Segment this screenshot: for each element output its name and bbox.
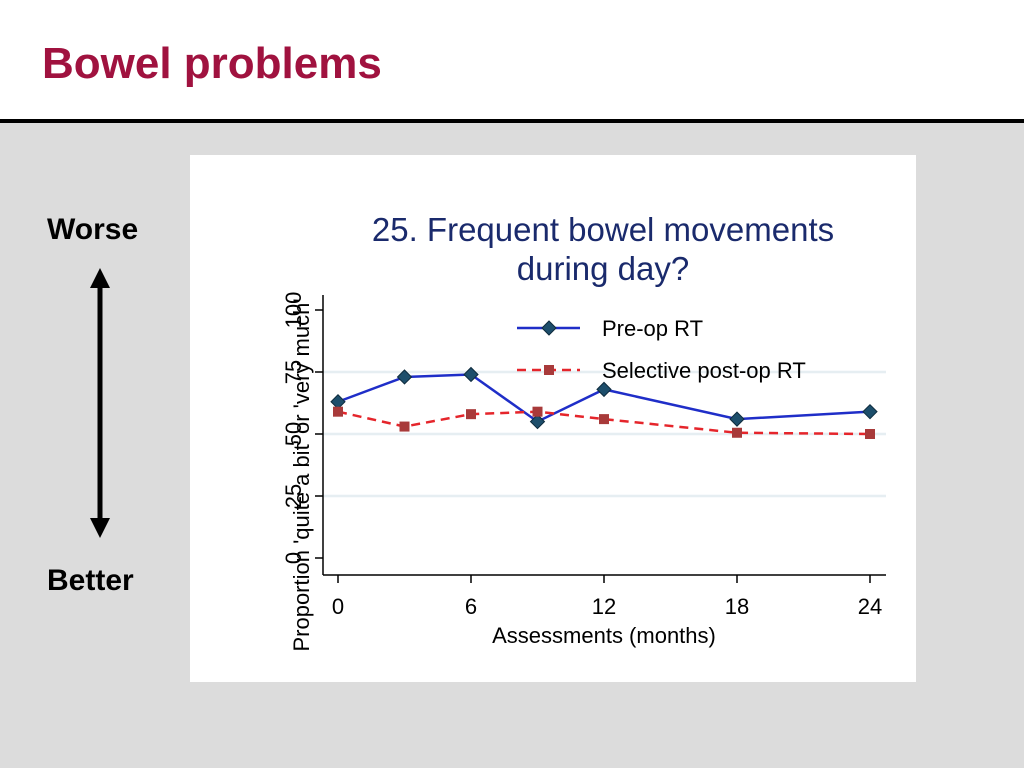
y-tick-label: 75 xyxy=(281,360,306,384)
chart-title-line1: 25. Frequent bowel movements xyxy=(372,211,834,248)
diamond-marker xyxy=(330,394,346,410)
title-divider xyxy=(0,119,1024,123)
x-tick-label: 24 xyxy=(858,594,882,619)
y-axis-label: Proportion 'quite a bit' or 'very much' xyxy=(289,298,314,651)
x-tick-label: 0 xyxy=(332,594,344,619)
y-tick-label: 25 xyxy=(281,484,306,508)
slide-title: Bowel problems xyxy=(42,39,382,88)
x-tick-label: 12 xyxy=(592,594,616,619)
x-tick-label: 6 xyxy=(465,594,477,619)
series-2 xyxy=(333,406,875,439)
legend-label: Selective post-op RT xyxy=(602,358,806,383)
square-marker xyxy=(544,365,554,375)
better-label: Better xyxy=(47,564,134,597)
legend-label: Pre-op RT xyxy=(602,316,703,341)
worse-label: Worse xyxy=(47,213,139,246)
y-tick-label: 100 xyxy=(281,292,306,329)
chart-panel: 25. Frequent bowel movements during day?… xyxy=(190,155,916,682)
legend-item-2: Selective post-op RT xyxy=(517,358,806,383)
x-axis-label: Assessments (months) xyxy=(492,623,716,648)
legend-item-1: Pre-op RT xyxy=(517,316,703,341)
series-1 xyxy=(330,366,878,430)
axes: 0 25 50 75 100 0 6 12 18 24 xyxy=(281,292,886,619)
square-marker xyxy=(532,406,543,417)
diamond-marker xyxy=(396,369,413,385)
square-marker xyxy=(732,427,742,438)
square-marker xyxy=(599,414,609,425)
diamond-marker xyxy=(529,413,546,430)
legend: Pre-op RT Selective post-op RT xyxy=(517,316,806,383)
y-tick-label: 50 xyxy=(281,422,306,446)
double-arrow-icon xyxy=(90,268,110,538)
square-marker xyxy=(399,421,410,432)
series-layer xyxy=(330,366,878,439)
diamond-marker xyxy=(541,320,557,336)
title-bar: Bowel problems xyxy=(0,0,1024,119)
y-tick-label: 0 xyxy=(281,552,306,564)
diamond-marker xyxy=(729,411,745,427)
diamond-marker xyxy=(596,381,612,398)
diamond-marker xyxy=(463,366,479,383)
square-marker xyxy=(865,429,875,439)
x-tick-label: 18 xyxy=(725,594,749,619)
chart-title-line2: during day? xyxy=(517,250,689,287)
square-marker xyxy=(333,406,343,417)
line-chart: 25. Frequent bowel movements during day?… xyxy=(281,211,886,652)
diamond-marker xyxy=(862,403,878,420)
square-marker xyxy=(466,409,476,420)
